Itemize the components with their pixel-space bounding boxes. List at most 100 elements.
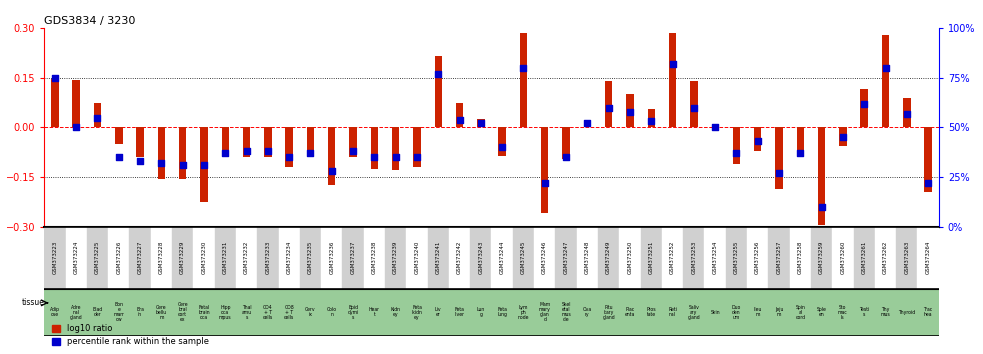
Point (175, 162, 191, 168)
Bar (605, 81, 612, 127)
Point (387, 154, 403, 160)
Bar (172, 227, 194, 289)
Bar (776, 127, 782, 189)
Bar (449, 227, 470, 289)
Bar (214, 227, 236, 289)
Text: GSM373245: GSM373245 (521, 241, 526, 274)
Bar (520, 33, 527, 127)
Bar (577, 227, 598, 289)
Text: GSM373238: GSM373238 (372, 241, 376, 274)
Text: Ova
ry: Ova ry (583, 307, 592, 318)
Text: GSM373264: GSM373264 (926, 241, 931, 274)
Bar (201, 127, 207, 202)
Text: GSM373236: GSM373236 (329, 241, 334, 274)
Bar (477, 119, 485, 127)
Bar (456, 103, 463, 127)
Bar (300, 227, 321, 289)
Point (856, 101, 872, 107)
Point (260, 148, 275, 154)
Text: GSM373240: GSM373240 (415, 241, 420, 274)
Bar (130, 227, 150, 289)
Text: GSM373263: GSM373263 (904, 241, 909, 274)
Bar (619, 227, 641, 289)
Bar (87, 227, 108, 289)
Bar (342, 227, 364, 289)
Text: Hipp
oca
mpus: Hipp oca mpus (219, 305, 232, 320)
Text: GSM373251: GSM373251 (649, 241, 654, 274)
Text: Plac
enta: Plac enta (625, 307, 635, 318)
Bar (157, 127, 165, 179)
Bar (221, 127, 229, 157)
Bar (93, 103, 101, 127)
Bar (641, 227, 662, 289)
Bar (243, 127, 251, 157)
Point (579, 121, 595, 126)
Bar (115, 127, 123, 144)
Point (217, 150, 233, 156)
Bar (818, 127, 826, 225)
Text: GDS3834 / 3230: GDS3834 / 3230 (44, 16, 136, 26)
Point (814, 204, 830, 210)
Text: GSM373224: GSM373224 (74, 241, 79, 274)
Text: GSM373258: GSM373258 (798, 241, 803, 274)
Bar (434, 56, 442, 127)
Bar (833, 227, 853, 289)
Bar (137, 127, 144, 157)
Point (771, 170, 786, 176)
Text: Cere
bellu
m: Cere bellu m (156, 305, 167, 320)
Bar (264, 127, 271, 157)
Bar (51, 79, 59, 127)
Bar (364, 227, 385, 289)
Point (196, 162, 211, 168)
Bar (924, 127, 932, 192)
Point (451, 117, 467, 122)
Text: Jeju
m: Jeju m (775, 307, 783, 318)
Text: GSM373249: GSM373249 (607, 241, 611, 274)
Point (878, 65, 894, 71)
Point (409, 154, 425, 160)
Text: Colo
n: Colo n (326, 307, 337, 318)
Text: GSM373226: GSM373226 (116, 241, 121, 274)
Bar (903, 98, 910, 127)
Text: Skin: Skin (711, 310, 720, 315)
Point (132, 158, 147, 164)
Bar (598, 227, 619, 289)
Bar (328, 127, 335, 185)
Point (303, 150, 318, 156)
Bar (811, 227, 833, 289)
Text: Skel
etal
mus
cle: Skel etal mus cle (561, 302, 571, 322)
Text: GSM373243: GSM373243 (479, 241, 484, 274)
Bar (307, 127, 315, 157)
Point (558, 154, 574, 160)
Bar (385, 227, 406, 289)
Text: Duo
den
um: Duo den um (731, 305, 741, 320)
Text: GSM373225: GSM373225 (95, 241, 100, 274)
Text: Feta
lung: Feta lung (497, 307, 507, 318)
Text: Pros
tate: Pros tate (647, 307, 656, 318)
Point (708, 125, 723, 130)
Point (345, 148, 361, 154)
Bar (690, 81, 698, 127)
Text: Adre
nal
gland: Adre nal gland (70, 305, 83, 320)
Point (473, 121, 489, 126)
Text: Blad
der: Blad der (92, 307, 102, 318)
Text: GSM373232: GSM373232 (244, 241, 249, 274)
Point (836, 135, 851, 140)
Bar (470, 227, 492, 289)
Text: Cere
bral
cort
ex: Cere bral cort ex (177, 302, 188, 322)
Text: GSM373254: GSM373254 (713, 241, 718, 274)
Text: GSM373237: GSM373237 (351, 241, 356, 274)
Bar (853, 227, 875, 289)
Bar (428, 227, 449, 289)
Text: GSM373262: GSM373262 (883, 241, 888, 274)
Point (750, 138, 766, 144)
Bar (150, 227, 172, 289)
Bar (413, 127, 421, 167)
Bar (534, 227, 555, 289)
Bar (789, 227, 811, 289)
Text: GSM373242: GSM373242 (457, 241, 462, 274)
Point (728, 150, 744, 156)
Text: Epid
dymi
s: Epid dymi s (347, 305, 359, 320)
Bar (236, 227, 258, 289)
Text: Kidn
ey: Kidn ey (390, 307, 401, 318)
